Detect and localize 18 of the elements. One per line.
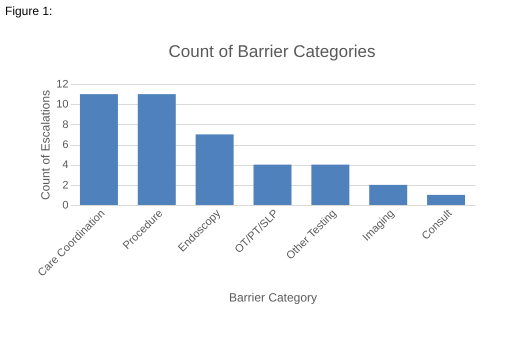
- bar: [254, 164, 292, 205]
- y-tick-label: 12: [56, 78, 68, 90]
- bar: [196, 134, 234, 205]
- bar: [138, 94, 176, 205]
- y-tick-label: 8: [62, 118, 68, 131]
- y-tick-label: 4: [62, 159, 68, 172]
- y-axis-title: Count of Escalations: [38, 90, 52, 200]
- y-tick-label: 2: [62, 179, 68, 192]
- bar: [369, 184, 408, 205]
- caption: Figure 1:: [5, 4, 52, 18]
- bar: [80, 94, 118, 205]
- x-axis-title: Barrier Category: [228, 290, 318, 304]
- bar: [427, 194, 466, 205]
- y-tick-label: 10: [56, 98, 68, 111]
- y-tick-label: 0: [62, 200, 68, 212]
- chart-title: Count of Barrier Categories: [168, 42, 376, 61]
- y-tick-label: 6: [62, 139, 68, 151]
- bar: [311, 164, 350, 205]
